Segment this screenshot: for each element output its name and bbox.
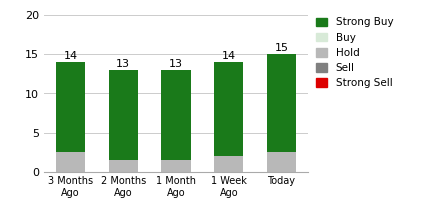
Bar [109,160,138,172]
Bar [109,70,138,160]
Text: 14: 14 [63,51,77,61]
Bar [56,62,85,152]
Bar [267,54,296,152]
Text: 15: 15 [275,43,289,53]
Legend: Strong Buy, Buy, Hold, Sell, Strong Sell: Strong Buy, Buy, Hold, Sell, Strong Sell [316,17,393,88]
Text: 13: 13 [116,59,130,69]
Bar [161,160,191,172]
Bar [267,152,296,172]
Text: 14: 14 [222,51,236,61]
Bar [214,156,243,172]
Bar [161,70,191,160]
Text: 13: 13 [169,59,183,69]
Bar [56,152,85,172]
Bar [214,62,243,156]
